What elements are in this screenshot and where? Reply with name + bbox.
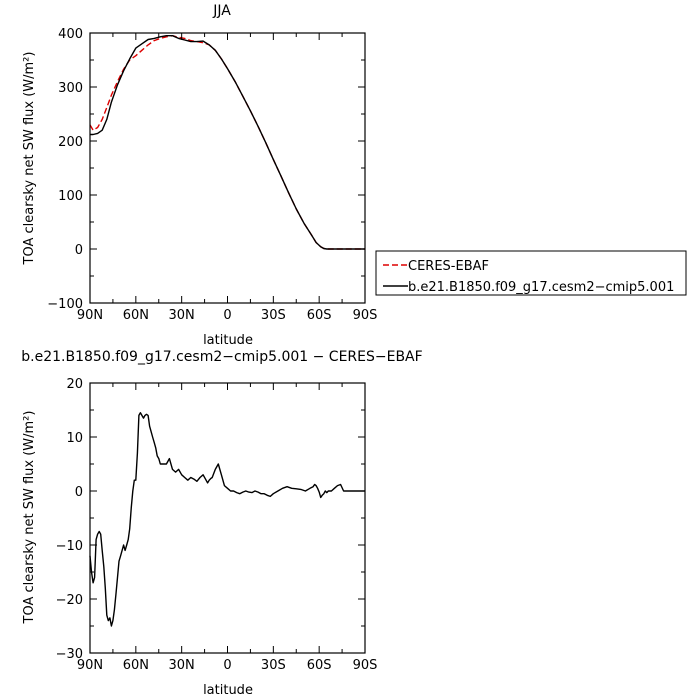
- top-chart-y-tick-label: 100: [58, 189, 83, 204]
- bottom-chart-x-tick-label: 30N: [169, 658, 195, 673]
- top-chart-y-tick-label: 400: [58, 27, 83, 42]
- legend: CERES-EBAF b.e21.B1850.f09_g17.cesm2−cmi…: [375, 250, 687, 296]
- legend-label-ceres: CERES-EBAF: [408, 259, 489, 274]
- legend-box: [375, 250, 687, 296]
- bottom-chart-y-tick-label: −10: [56, 539, 83, 554]
- top-chart-y-axis-label: TOA clearsky net SW flux (W/m²): [22, 52, 37, 266]
- bottom-chart-y-tick-label: 20: [66, 377, 83, 392]
- legend-label-cesm2: b.e21.B1850.f09_g17.cesm2−cmip5.001: [408, 280, 674, 295]
- top-chart-y-tick-label: 300: [58, 81, 83, 96]
- top-chart-y-tick-label: 0: [75, 243, 83, 258]
- bottom-chart-x-tick-label: 90S: [353, 658, 378, 673]
- top-chart-x-tick-label: 30N: [169, 308, 195, 323]
- bottom-chart-x-tick-label: 0: [223, 658, 231, 673]
- top-chart-y-tick-label: −100: [47, 297, 83, 312]
- bottom-chart-series-line-0: [89, 412, 365, 627]
- top-chart-x-tick-label: 90S: [353, 308, 378, 323]
- bottom-chart: b.e21.B1850.f09_g17.cesm2−cmip5.001 − CE…: [21, 349, 422, 698]
- top-chart-y-tick-label: 200: [58, 135, 83, 150]
- bottom-chart-y-tick-label: 0: [75, 485, 83, 500]
- bottom-chart-x-tick-label: 60S: [307, 658, 332, 673]
- bottom-chart-x-axis-label: latitude: [203, 683, 253, 698]
- bottom-chart-x-tick-label: 60N: [123, 658, 149, 673]
- legend-entry-cesm2: b.e21.B1850.f09_g17.cesm2−cmip5.001: [383, 280, 674, 295]
- top-chart-plot-frame: [89, 32, 366, 304]
- bottom-chart-y-tick-label: −30: [56, 647, 83, 662]
- bottom-chart-plot-frame: [89, 382, 366, 654]
- top-chart: JJA TOA clearsky net SW flux (W/m²) 90N 6…: [22, 3, 377, 323]
- top-chart-x-tick-label: 60N: [123, 308, 149, 323]
- bottom-chart-y-tick-label: −20: [56, 593, 83, 608]
- top-chart-x-tick-label: 30S: [261, 308, 286, 323]
- top-chart-title: JJA: [212, 3, 231, 19]
- top-chart-x-tick-label: 0: [223, 308, 231, 323]
- top-chart-series-line-1: [90, 35, 365, 250]
- top-chart-x-axis-label: latitude: [203, 333, 253, 348]
- bottom-chart-y-axis-label: TOA clearsky net SW flux (W/m²): [22, 411, 37, 625]
- top-chart-x-tick-label: 90N: [77, 308, 103, 323]
- bottom-chart-x-tick-label: 90N: [77, 658, 103, 673]
- bottom-chart-title: b.e21.B1850.f09_g17.cesm2−cmip5.001 − CE…: [21, 349, 422, 365]
- top-chart-x-tick-label: 60S: [307, 308, 332, 323]
- bottom-chart-x-tick-label: 30S: [261, 658, 286, 673]
- bottom-chart-y-tick-label: 10: [66, 431, 83, 446]
- legend-entry-ceres: CERES-EBAF: [383, 259, 489, 274]
